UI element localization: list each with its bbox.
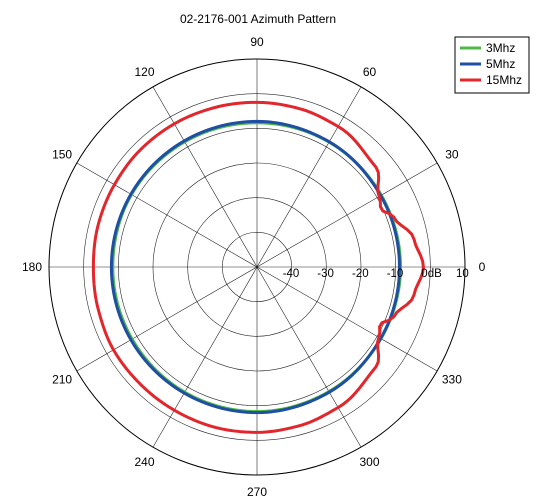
grid-spoke [152,266,258,448]
grid-spoke [256,86,362,268]
angle-tick-label: 90 [250,35,264,49]
radial-tick-label: -40 [283,268,300,280]
grid-spoke [256,266,438,372]
grid-spoke [152,86,258,268]
series-line-5mhz [109,119,401,415]
grid-spoke [256,266,362,448]
grid-spoke [256,162,438,268]
legend-label: 15Mhz [486,73,522,87]
radial-tick-label: -10 [387,268,404,280]
angle-tick-label: 150 [52,148,72,162]
grid-spoke [76,162,258,268]
legend-items: 3Mhz 5Mhz 15Mhz [460,41,522,87]
radial-tick-label: 10 [456,268,469,280]
angle-tick-label: 330 [442,373,462,387]
angle-tick-label: 120 [134,65,154,79]
angle-tick-label: 0 [479,260,486,274]
angle-tick-label: 30 [445,148,459,162]
angle-tick-label: 240 [134,455,154,469]
angle-tick-label: 180 [22,260,42,274]
series-line-15mhz [91,100,425,434]
angle-tick-label: 60 [363,65,377,79]
angle-tick-label: 210 [52,373,72,387]
legend: 3Mhz 5Mhz 15Mhz [454,36,530,94]
polar-grid [48,58,466,476]
angle-tick-label: 300 [359,455,379,469]
legend-label: 3Mhz [486,41,515,55]
angle-tick-label: 270 [247,485,267,499]
series-layer [91,100,425,434]
radial-tick-label: -20 [352,268,369,280]
grid-spoke [76,266,258,372]
label-layer: 0 30 60 90 120 150 180 210 240 270 300 330 -40 -30 -20… [22,35,486,499]
chart-title: 02-2176-001 Azimuth Pattern [180,12,336,26]
legend-label: 5Mhz [486,57,515,71]
radial-tick-label: -30 [317,268,334,280]
radial-tick-label: 0dB [421,268,442,280]
